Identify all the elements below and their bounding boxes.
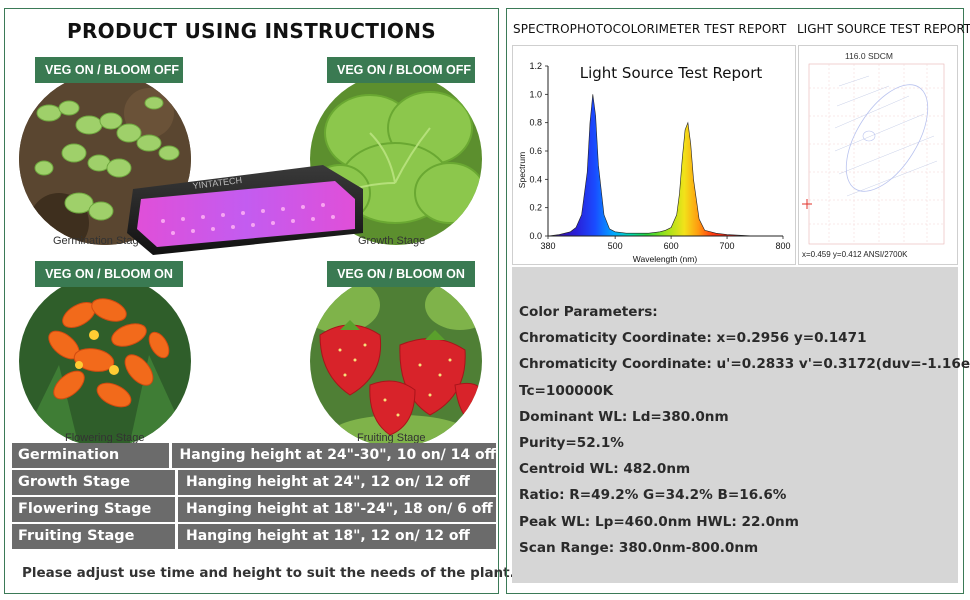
chart-title: Light Source Test Report [580, 64, 763, 82]
param-chromaticity-uv: Chromaticity Coordinate: u'=0.2833 v'=0.… [519, 356, 970, 373]
param-scan-range: Scan Range: 380.0nm-800.0nm [519, 539, 759, 556]
x-tick-label: 700 [720, 241, 735, 251]
table-stage-name: Flowering Stage [12, 497, 175, 522]
x-tick-label: 800 [775, 241, 790, 251]
param-chromaticity-xy: Chromaticity Coordinate: x=0.2956 y=0.14… [519, 330, 867, 347]
usage-notice: Please adjust use time and height to sui… [13, 557, 515, 589]
y-tick-label: 0.0 [529, 231, 542, 241]
table-stage-detail: Hanging height at 18"-24", 18 on/ 6 off [178, 497, 496, 522]
param-dominant-wl: Dominant WL: Ld=380.0nm [519, 408, 729, 425]
germination-mode-badge: VEG ON / BLOOM OFF [35, 57, 183, 83]
spectro-report-title: SPECTROPHOTOCOLORIMETER TEST REPORT [513, 22, 787, 36]
hanging-height-table: Germination Stage Hanging height at 24"-… [12, 443, 496, 551]
table-stage-name: Growth Stage [12, 470, 175, 495]
x-tick-label: 380 [540, 241, 555, 251]
x-tick-label: 500 [608, 241, 623, 251]
table-stage-name: Fruiting Stage [12, 524, 175, 549]
fruiting-caption: Fruiting Stage [357, 432, 426, 444]
y-axis-label: Spectrum [517, 152, 527, 188]
spectrum-chart-svg: 380 500 600 700 800 0.0 0.2 0.4 0.6 0.8 1.0 1.2 Li… [517, 61, 791, 264]
cie-ellipse-inner [862, 130, 876, 142]
cie-isotherms [834, 75, 938, 197]
param-tc: Tc=100000K [519, 382, 614, 399]
table-stage-detail: Hanging height at 24"-30", 10 on/ 14 off [171, 443, 496, 468]
cie-grid [809, 64, 944, 244]
flowering-mode-badge: VEG ON / BLOOM ON [35, 261, 183, 287]
germination-caption: Germination Stage [53, 235, 145, 247]
flowering-stage-image [19, 275, 191, 447]
spectrum-chart: 380 500 600 700 800 0.0 0.2 0.4 0.6 0.8 1.0 1.2 Li… [512, 45, 796, 265]
cie-measure-point [802, 199, 812, 209]
fruiting-mode-badge: VEG ON / BLOOM ON [327, 261, 475, 287]
instructions-title: PRODUCT USING INSTRUCTIONS [67, 19, 436, 43]
spectrum-line [547, 94, 783, 237]
notice-text: Please adjust use time and height to sui… [22, 565, 515, 581]
x-tick-label: 600 [664, 241, 679, 251]
growth-mode-badge: VEG ON / BLOOM OFF [327, 57, 475, 83]
y-tick-label: 0.2 [529, 203, 542, 213]
grow-light-image: YINTATECH [123, 159, 369, 255]
x-axis-label: Wavelength (nm) [633, 254, 698, 264]
table-stage-detail: Hanging height at 18", 12 on/ 12 off [178, 524, 496, 549]
table-row: Flowering Stage Hanging height at 18"-24… [12, 497, 496, 522]
growth-caption: Growth Stage [358, 235, 426, 247]
param-purity: Purity=52.1% [519, 434, 624, 451]
light-source-report-title: LIGHT SOURCE TEST REPORT [797, 22, 970, 36]
param-peak-wl: Peak WL: Lp=460.0nm HWL: 22.0nm [519, 513, 799, 530]
cie-title: 116.0 SDCM [845, 51, 893, 61]
instructions-panel: PRODUCT USING INSTRUCTIONS [4, 8, 515, 594]
flowering-caption: Flowering Stage [65, 432, 145, 444]
y-tick-label: 1.2 [529, 61, 542, 71]
cie-ellipse [845, 84, 929, 192]
table-stage-name: Germination Stage [12, 443, 169, 488]
table-row: Growth Stage Hanging height at 24", 12 o… [12, 470, 496, 495]
spectrum-area [548, 94, 783, 236]
test-report-panel: SPECTROPHOTOCOLORIMETER TEST REPORT LIGH… [506, 8, 970, 594]
table-row: Fruiting Stage Hanging height at 18", 12… [12, 524, 496, 549]
table-row: Germination Stage Hanging height at 24"-… [12, 443, 496, 488]
param-ratio: Ratio: R=49.2% G=34.2% B=16.6% [519, 487, 787, 504]
param-centroid-wl: Centroid WL: 482.0nm [519, 461, 691, 478]
cie-footer: x=0.459 y=0.412 ANSI/2700K [802, 250, 908, 259]
param-heading: Color Parameters: [519, 304, 658, 320]
cie-plot-frame [808, 63, 945, 245]
germination-stage-image [19, 73, 191, 245]
y-tick-label: 1.0 [529, 89, 542, 99]
color-parameters: Color Parameters: Chromaticity Coordinat… [512, 267, 970, 583]
fruiting-stage-image [310, 275, 482, 447]
y-tick-label: 0.6 [529, 146, 542, 156]
y-tick-label: 0.4 [529, 174, 542, 184]
table-stage-detail: Hanging height at 24", 12 on/ 12 off [178, 470, 496, 495]
cie-diagram: 116.0 SDCM x=0.459 y=0.412 ANSI/2700K [798, 45, 958, 265]
y-tick-label: 0.8 [529, 118, 542, 128]
